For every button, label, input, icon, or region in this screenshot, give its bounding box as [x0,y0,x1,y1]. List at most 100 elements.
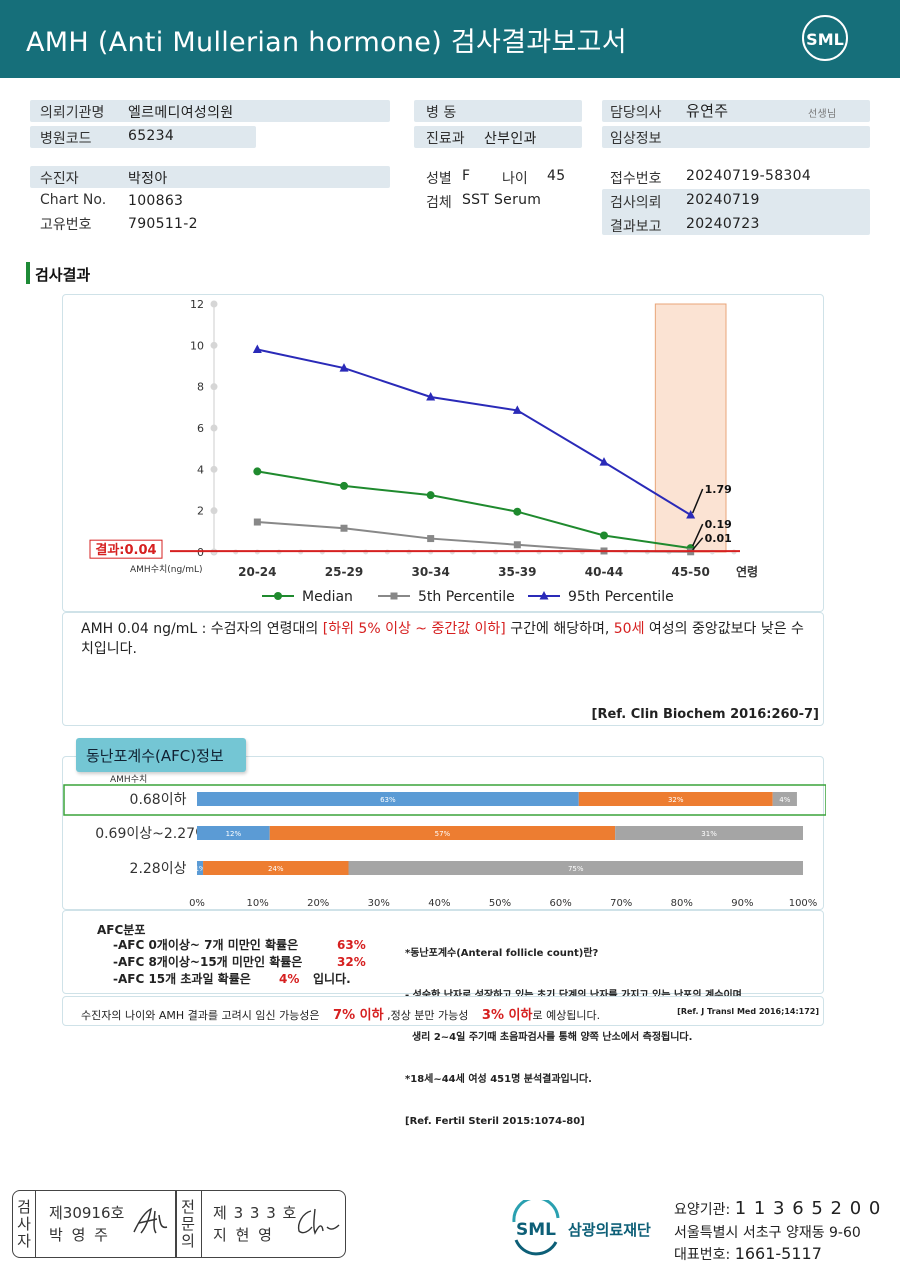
data-point [686,510,696,519]
chart-no-label: Chart No. [40,192,107,208]
unique-no-value: 790511-2 [128,216,198,232]
afc-bar-segment [197,792,579,806]
y-tick-label: 8 [197,381,204,394]
x-tick-label: 35-39 [498,565,536,579]
afc-chart: AMH수치 0.68이하 63% 32% 4% 0.69이상~2.27이하 12% 57% 31… [63,773,826,909]
department-value: 산부인과 [484,131,537,147]
afc-x-tick: 50% [489,898,511,909]
afc-x-tick: 70% [610,898,632,909]
y-tick-mark [210,300,218,308]
afc-bar-label: 12% [226,830,242,838]
hospital-code-value: 65234 [128,128,175,144]
afc-dist-lines: -AFC 0개이상~ 7개 미만인 확률은 63% -AFC 8개이상~15개 … [113,937,366,988]
afc-bar-label: 75% [568,865,584,873]
x-tick-label: 45-50 [671,565,709,579]
data-point [513,541,521,549]
annotation-leader [692,537,704,551]
data-point [512,405,522,414]
request-label: 검사의뢰 [610,195,662,211]
age-label: 나이 [502,171,528,187]
report-title: AMH (Anti Mullerian hormone) 검사결과보고서 [26,27,627,58]
afc-row-label: 2.28이상 [130,861,187,877]
data-point [600,531,608,540]
afc-dist-title: AFC분포 [97,923,146,937]
y-tick-mark [210,383,218,391]
afc-dist-line: -AFC 0개이상~ 7개 미만인 확률은 63% [113,938,366,952]
series-line [257,521,691,553]
afc-x-tick: 80% [671,898,693,909]
data-point [253,518,261,526]
legend-label: Median [302,589,353,605]
legend-label: 95th Percentile [568,589,674,605]
examiner-signature-icon [133,1207,168,1234]
afc-info-panel: AFC분포 -AFC 0개이상~ 7개 미만인 확률은 63% -AFC 8개이… [62,910,824,1127]
afc-x-tick: 0% [189,898,205,909]
examiner-number: 제30916호 [49,1204,125,1222]
afc-bar-segment [578,792,773,806]
legend-label: 5th Percentile [418,589,515,605]
afc-bar-label: 63% [380,796,396,804]
afc-bar-segment [348,861,803,875]
afc-x-tick: 30% [368,898,390,909]
sml-logo-icon: SML [802,15,848,61]
legend-marker [390,592,398,600]
data-point [340,481,348,490]
y-tick-mark [210,341,218,349]
y-tick-label: 12 [190,298,204,311]
afc-row-label: 0.68이하 [130,792,187,808]
annotation-leader [691,523,704,547]
afc-bar-label: 1% [194,865,205,873]
doctor-value: 유연주 [686,102,729,120]
afc-bar-label: 24% [268,865,284,873]
afc-row-highlight [63,784,826,816]
afc-bar-segment [772,792,797,806]
hospital-code-label: 병원코드 [40,131,92,147]
sml-org-logo-icon: SML [512,1200,560,1256]
pregnancy-ref: [Ref. J Transl Med 2016;14:172] [677,1007,819,1016]
afc-bar-segment [203,861,349,875]
interpretation-ref: [Ref. Clin Biochem 2016:260-7] [591,707,819,722]
series-line [257,348,692,516]
license-line: 요양기관: 1 1 3 6 5 2 0 0 [674,1198,882,1219]
y-tick-label: 4 [197,463,204,476]
data-point [253,467,262,476]
annotation-label: 0.19 [705,518,732,531]
x-axis-label: 연령 [736,564,758,579]
pregnancy-panel: 수진자의 나이와 AMH 결과를 고려시 임신 가능성은 7% 이하 ,정상 분… [62,996,824,1026]
y-tick-mark [210,424,218,432]
x-tick-label: 25-29 [325,565,363,579]
svg-text:SML: SML [806,30,844,49]
afc-x-tick: 20% [307,898,329,909]
specimen-value: SST Serum [462,192,542,208]
data-point [513,507,522,516]
series-line [257,470,691,550]
data-point [340,524,348,532]
legend-marker [539,591,549,600]
interpretation-panel: AMH 0.04 ng/mL : 수검자의 연령대의 [하위 5% 이상 ~ 중… [62,612,824,726]
specialist-number: 제 3 3 3 호 [213,1204,298,1222]
afc-bar-segment [269,826,616,840]
afc-x-tick: 60% [549,898,571,909]
afc-x-tick: 100% [789,898,818,909]
afc-bar-label: 32% [668,796,684,804]
afc-x-tick: 40% [428,898,450,909]
y-tick-mark [210,465,218,473]
institution-label: 의뢰기관명 [40,105,105,121]
afc-x-tick: 10% [246,898,268,909]
report-header: AMH (Anti Mullerian hormone) 검사결과보고서 SML [0,0,900,78]
receipt-label: 접수번호 [610,171,662,187]
annotation-leader [691,488,704,514]
annotation-label: 1.79 [705,483,732,496]
sex-label: 성별 [426,171,452,187]
legend-marker [274,592,282,600]
y-tick-label: 0 [197,546,204,559]
afc-bar-segment [615,826,803,840]
clinical-label: 임상정보 [610,131,662,147]
data-point [252,344,262,353]
phone-line: 대표번호: 1661-5117 [674,1244,822,1263]
receipt-value: 20240719-58304 [686,168,812,184]
doctor-suffix: 선생님 [808,109,837,120]
